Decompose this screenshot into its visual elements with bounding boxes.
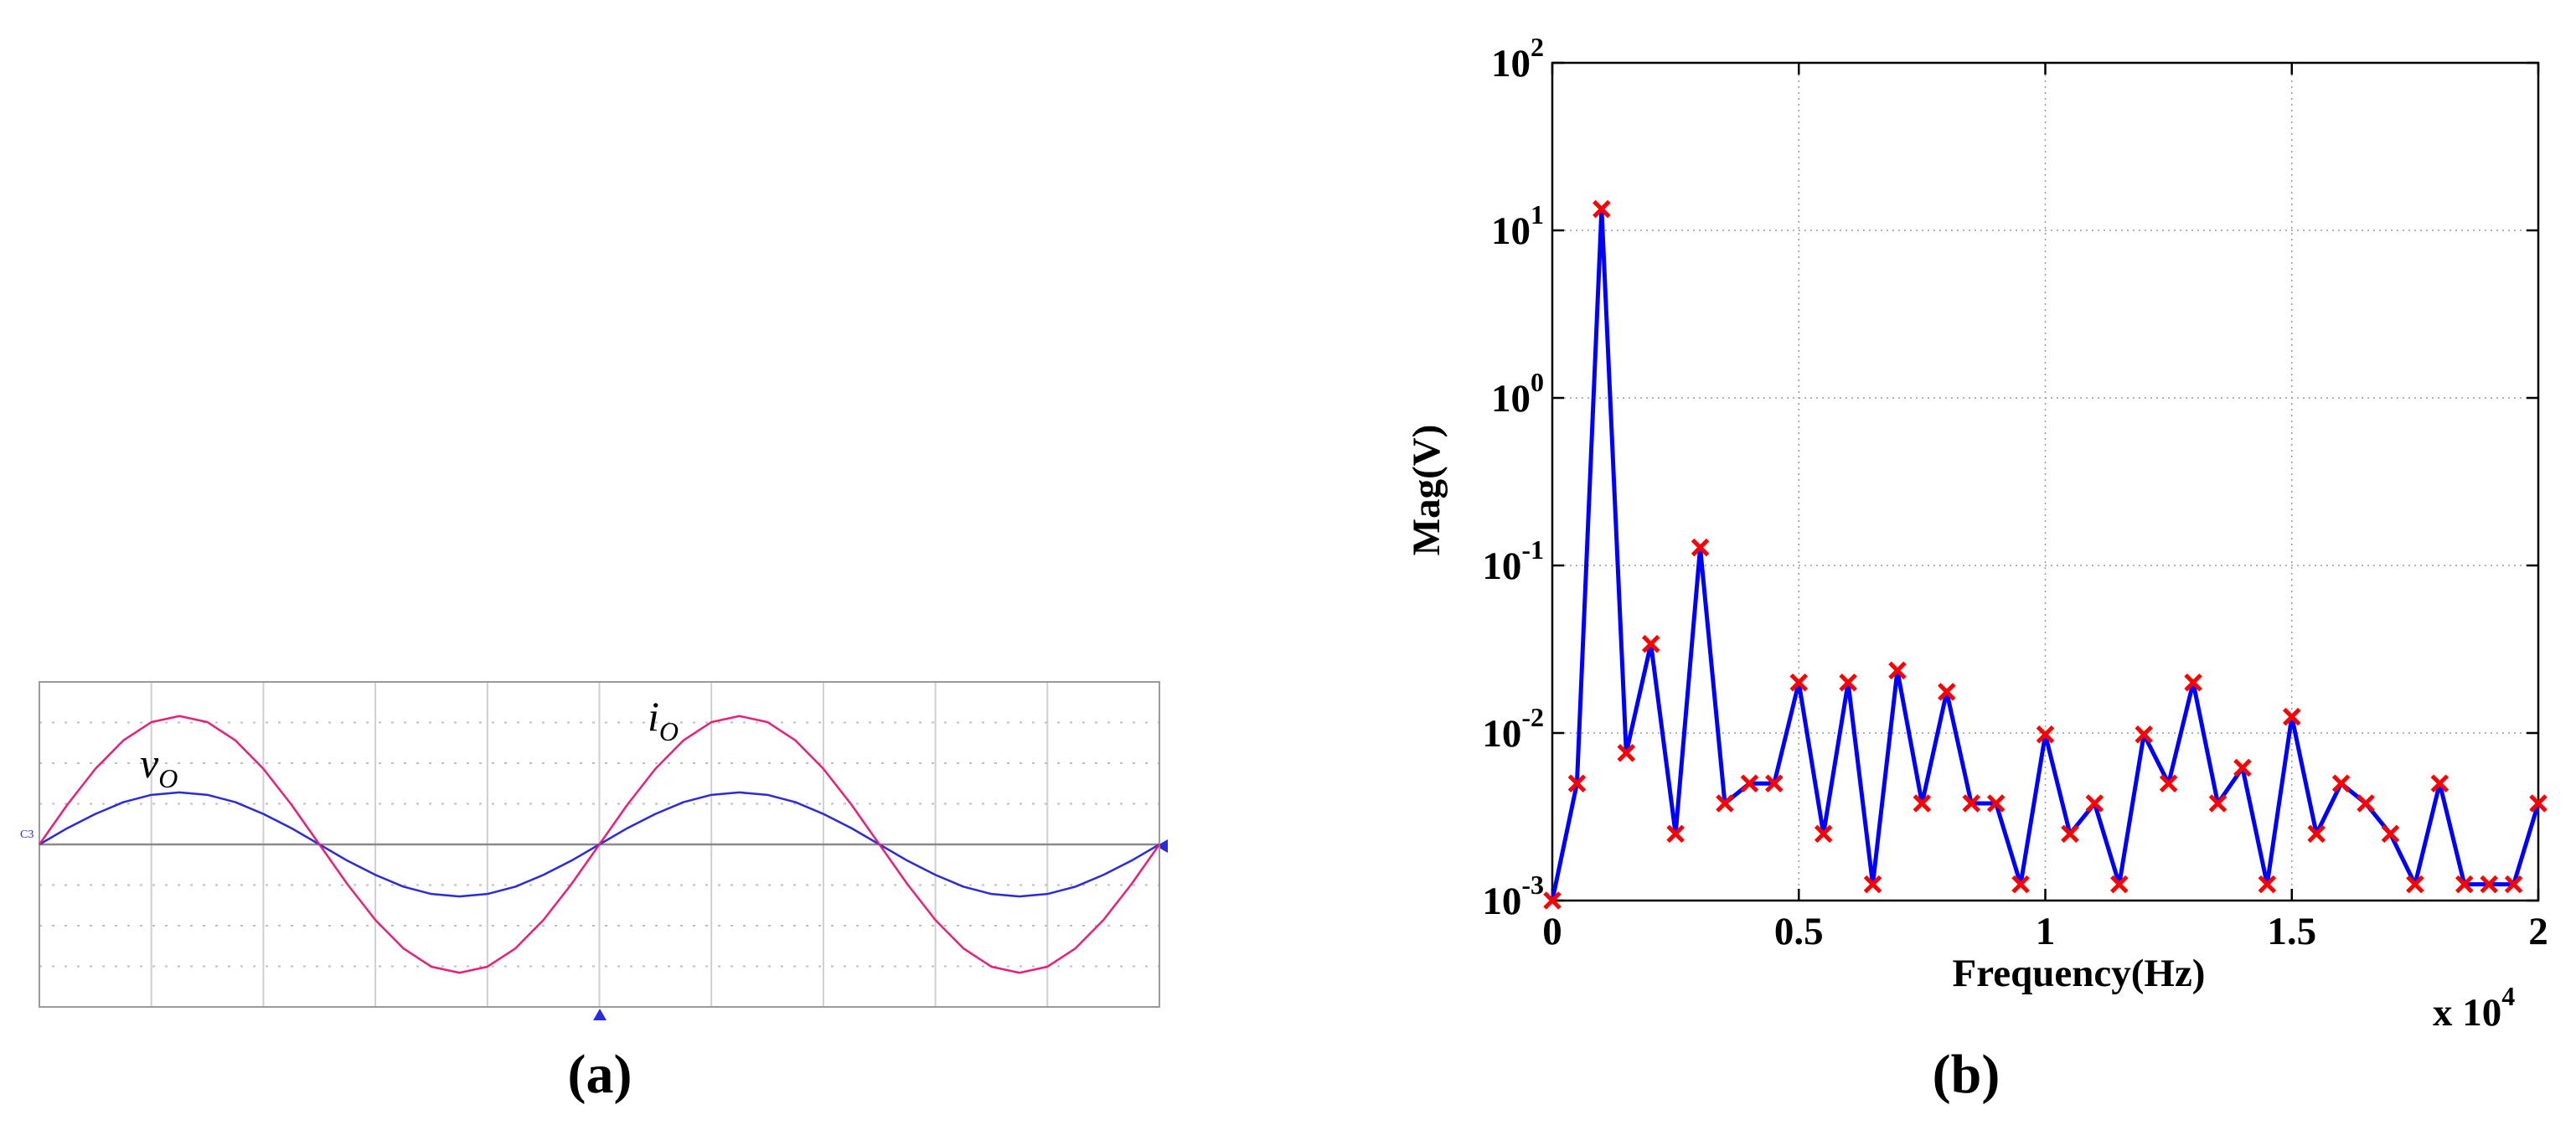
data-marker [2357, 794, 2375, 813]
data-marker [1962, 794, 1980, 813]
data-marker [2011, 875, 2030, 894]
data-marker [1839, 674, 1857, 692]
data-marker [2504, 875, 2523, 894]
data-marker [2159, 774, 2178, 792]
x-tick-label: 0.5 [1774, 910, 1824, 953]
x-multiplier-base: x 10 [2433, 991, 2501, 1035]
data-marker [1691, 538, 1710, 557]
series-subscript: O [659, 716, 679, 746]
trigger-marker [593, 1009, 607, 1020]
data-marker [2381, 824, 2400, 844]
data-marker [1789, 674, 1809, 692]
y-tick-exponent: 0 [1531, 367, 1544, 397]
data-marker [1666, 824, 1685, 844]
data-marker [1986, 794, 2006, 813]
x-multiplier-exponent: 4 [2501, 981, 2515, 1011]
data-marker [1617, 744, 1636, 762]
y-tick-label: 10-3 [1482, 870, 1544, 923]
series-label: vO [140, 740, 178, 793]
y-tick-base: 10 [1482, 712, 1521, 756]
data-marker [2529, 794, 2548, 813]
data-marker [2430, 774, 2450, 792]
y-tick-base: 10 [1482, 545, 1521, 588]
data-marker [1913, 794, 1932, 813]
data-marker [2085, 794, 2104, 813]
x-tick-label: 1 [2036, 910, 2056, 953]
channel-label: C3 [20, 829, 34, 841]
y-tick-label: 100 [1491, 367, 1544, 421]
data-marker [2110, 875, 2129, 894]
data-marker [1888, 661, 1907, 680]
y-tick-exponent: 2 [1531, 32, 1544, 62]
series-name: i [648, 693, 659, 740]
data-marker [2208, 794, 2228, 813]
x-axis-label: Frequency(Hz) [1953, 952, 2206, 995]
caption: (a) [568, 1044, 632, 1105]
data-marker [2480, 875, 2498, 894]
data-marker [1641, 634, 1660, 653]
data-marker [1543, 891, 1562, 910]
y-tick-exponent: -2 [1521, 702, 1544, 732]
x-multiplier: x 104 [2433, 981, 2515, 1035]
data-marker [1740, 774, 1759, 792]
y-tick-base: 10 [1491, 209, 1531, 253]
data-marker [2184, 674, 2202, 692]
y-tick-label: 10-1 [1482, 534, 1544, 588]
y-tick-exponent: 1 [1531, 199, 1544, 230]
series-subscript: O [158, 763, 178, 793]
y-tick-label: 101 [1491, 199, 1544, 253]
data-marker [2061, 824, 2079, 844]
data-marker [2233, 758, 2252, 777]
y-tick-label: 10-2 [1482, 702, 1544, 756]
caption: (b) [1933, 1044, 2000, 1105]
y-tick-exponent: -1 [1521, 534, 1544, 565]
data-marker [1567, 774, 1587, 792]
x-tick-label: 2 [2528, 910, 2548, 953]
data-marker [2331, 774, 2351, 792]
y-tick-base: 10 [1491, 42, 1531, 85]
data-marker [2406, 875, 2424, 894]
x-tick-label: 1.5 [2267, 910, 2316, 953]
series-label: iO [648, 693, 679, 746]
trigger-marker [1156, 839, 1168, 853]
data-marker [1938, 683, 1956, 701]
y-tick-base: 10 [1491, 377, 1531, 421]
data-marker [1593, 199, 1611, 219]
series-name: v [140, 740, 159, 787]
data-marker [2282, 707, 2301, 726]
data-marker [2135, 725, 2153, 744]
series-line [38, 715, 1161, 974]
data-marker [2307, 824, 2326, 844]
y-tick-base: 10 [1482, 880, 1521, 923]
data-marker [1814, 824, 1833, 844]
y-tick-exponent: -3 [1521, 870, 1544, 900]
y-axis-label: Mag(V) [1405, 425, 1448, 556]
data-marker [2036, 725, 2055, 744]
y-tick-label: 102 [1491, 32, 1544, 85]
data-marker [1765, 774, 1784, 792]
data-marker [2258, 875, 2277, 894]
data-marker [1716, 794, 1734, 813]
x-tick-label: 0 [1542, 910, 1562, 953]
data-marker [1863, 875, 1882, 894]
data-marker [2455, 875, 2474, 894]
